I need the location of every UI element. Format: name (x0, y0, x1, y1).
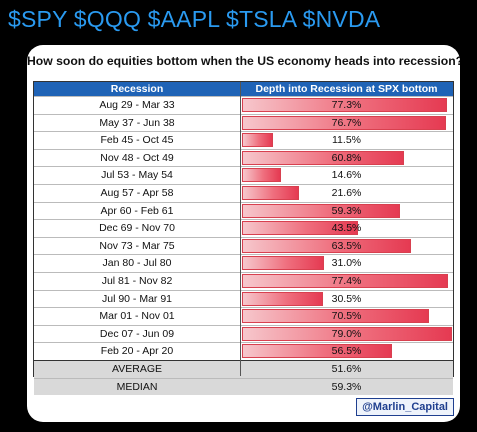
table-row: May 37 - Jun 38 76.7% (34, 113, 453, 132)
column-header-recession: Recession (110, 83, 164, 95)
depth-bar (242, 256, 325, 271)
depth-value-label: 30.5% (331, 292, 362, 305)
summary-label: AVERAGE (112, 363, 162, 375)
depth-value-label: 31.0% (331, 257, 362, 270)
chart-card: How soon do equities bottom when the US … (27, 45, 460, 422)
table-row: Jul 81 - Nov 82 77.4% (34, 272, 453, 290)
chart-title: How soon do equities bottom when the US … (27, 54, 460, 68)
depth-bar (242, 98, 448, 112)
table-row: Apr 60 - Feb 61 59.3% (34, 201, 453, 220)
depth-value-label: 11.5% (332, 134, 361, 147)
table-row: Dec 07 - Jun 09 79.0% (34, 324, 453, 343)
column-header-depth: Depth into Recession at SPX bottom (255, 83, 438, 95)
table-row: Mar 01 - Nov 01 70.5% (34, 307, 453, 325)
depth-value-label: 77.4% (331, 275, 362, 287)
recession-period-label: Dec 07 - Jun 09 (99, 327, 175, 340)
recession-period-label: Jul 90 - Mar 91 (101, 292, 173, 305)
depth-bar (242, 309, 430, 324)
recession-period-label: May 37 - Jun 38 (99, 116, 175, 129)
depth-value-label: 14.6% (331, 169, 362, 182)
recession-period-label: Feb 45 - Oct 45 (100, 134, 174, 147)
summary-label: MEDIAN (116, 380, 158, 393)
depth-value-label: 79.0% (331, 327, 362, 340)
depth-bar (242, 221, 358, 236)
summary-value: 59.3% (331, 380, 362, 393)
recession-period-label: Dec 69 - Nov 70 (99, 222, 175, 235)
depth-value-label: 21.6% (331, 187, 362, 199)
table-row: Jan 80 - Jul 80 31.0% (34, 254, 453, 272)
table-row: Aug 57 - Apr 58 21.6% (34, 184, 453, 202)
recession-period-label: Aug 29 - Mar 33 (99, 99, 175, 111)
depth-bar (242, 326, 452, 341)
table-row: Nov 48 - Oct 49 60.8% (34, 148, 453, 167)
table-row: Dec 69 - Nov 70 43.5% (34, 219, 453, 237)
summary-row-median: MEDIAN 59.3% (34, 377, 453, 396)
depth-value-label: 76.7% (331, 116, 362, 129)
recession-period-label: Aug 57 - Apr 58 (100, 187, 174, 199)
table-row: Aug 29 - Mar 33 77.3% (34, 96, 453, 114)
recession-period-label: Nov 48 - Oct 49 (100, 151, 174, 164)
summary-row-average: AVERAGE 51.6% (34, 360, 453, 378)
ticker-symbols: $SPY $QQQ $AAPL $TSLA $NVDA (8, 6, 381, 32)
recession-period-label: Apr 60 - Feb 61 (100, 204, 174, 217)
recession-period-label: Feb 20 - Apr 20 (100, 345, 174, 358)
depth-bar (242, 344, 393, 359)
credit-label: @Marlin_Capital (356, 398, 454, 416)
depth-value-label: 43.5% (331, 222, 362, 235)
depth-value-label: 56.5% (331, 345, 362, 358)
recession-period-label: Jul 53 - May 54 (101, 169, 173, 182)
table-row: Feb 20 - Apr 20 56.5% (34, 342, 453, 360)
table-row: Jul 53 - May 54 14.6% (34, 166, 453, 184)
depth-bar (242, 274, 448, 288)
recession-period-label: Mar 01 - Nov 01 (99, 310, 175, 323)
depth-bar (242, 291, 324, 306)
recession-table: Recession Depth into Recession at SPX bo… (33, 81, 454, 396)
depth-bar (242, 203, 400, 218)
depth-value-label: 77.3% (331, 99, 362, 111)
depth-bar (242, 186, 300, 200)
recession-period-label: Nov 73 - Mar 75 (99, 239, 175, 252)
summary-value: 51.6% (331, 363, 362, 375)
depth-bar (242, 115, 446, 130)
depth-bar (242, 133, 273, 148)
depth-value-label: 60.8% (331, 151, 362, 164)
depth-bar (242, 238, 411, 253)
recession-period-label: Jul 81 - Nov 82 (101, 275, 173, 287)
table-row: Feb 45 - Oct 45 11.5% (34, 131, 453, 149)
depth-value-label: 70.5% (331, 310, 362, 323)
depth-bar (242, 168, 281, 183)
depth-value-label: 63.5% (331, 239, 362, 252)
table-row: Nov 73 - Mar 75 63.5% (34, 236, 453, 255)
depth-bar (242, 150, 404, 165)
depth-value-label: 59.3% (331, 204, 362, 217)
column-divider (240, 82, 241, 376)
table-row: Jul 90 - Mar 91 30.5% (34, 289, 453, 308)
table-header: Recession Depth into Recession at SPX bo… (34, 82, 453, 96)
recession-period-label: Jan 80 - Jul 80 (102, 257, 172, 270)
